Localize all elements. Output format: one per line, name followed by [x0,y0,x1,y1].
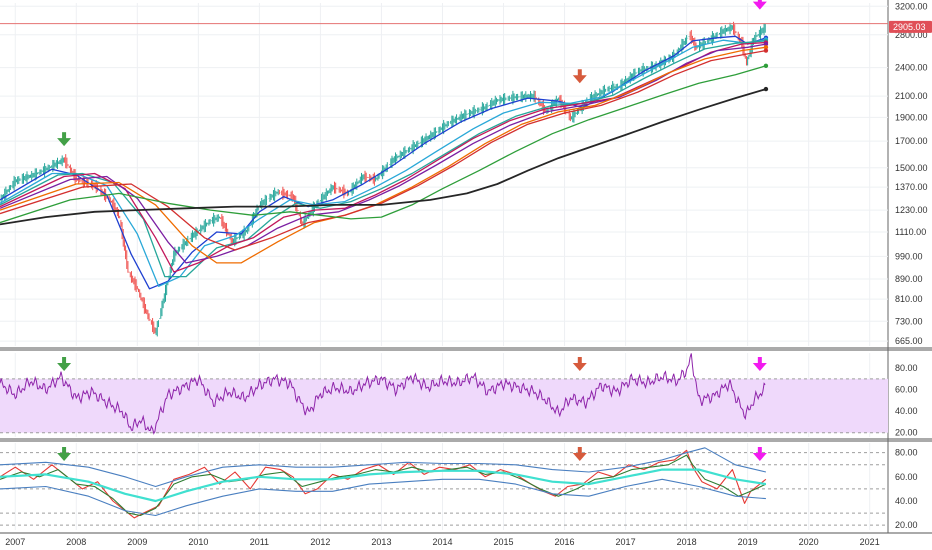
rsi-arrow-3 [752,357,767,371]
rsi-arrow-2 [572,357,587,371]
x-tick-2019: 2019 [738,537,758,547]
price-tick-1900.00: 1900.00 [895,112,928,122]
stoch-upper-band [0,447,767,488]
x-tick-2010: 2010 [188,537,208,547]
moving-average-line-1 [0,35,767,290]
price-tick-890.00: 890.00 [895,274,923,284]
price-tick-1110.00: 1110.00 [895,227,926,237]
moving-average-line-5 [0,43,767,264]
price-tick-3200.00: 3200.00 [895,1,928,11]
price-arrow-3 [752,0,767,10]
moving-average-line-6 [0,46,766,264]
stoch-arrow-1 [57,447,72,461]
price-arrow-2-shaft [577,69,582,77]
stoch-signal-line [0,468,767,503]
rsi-arrow-1-shaft [62,357,67,364]
rsi-arrow-3-shaft [757,357,762,364]
x-tick-2016: 2016 [555,537,575,547]
moving-average-line-8 [0,65,767,224]
rsi-arrow-1-head [57,363,72,371]
stoch-k-line [0,449,767,519]
moving-average-line-4 [0,41,766,273]
axis-layer: 2007 2008 2009 2010 2011 2012 2013 2014 2015 2016… [5,1,932,547]
moving-average-line-7 [0,49,767,251]
moving-average-end-5 [763,41,769,47]
rsi-tick-60.00: 60.00 [895,385,918,395]
x-tick-2020: 2020 [799,537,819,547]
rsi-line [0,353,766,435]
stoch-tick-80.00: 80.00 [895,448,918,458]
rsi-arrow-2-head [572,363,587,371]
price-arrow-2 [572,69,587,84]
price-arrow-3-head [752,1,767,10]
rsi-tick-80.00: 80.00 [895,363,918,373]
x-tick-2018: 2018 [677,537,697,547]
moving-average-end-8 [763,63,769,69]
price-tick-1700.00: 1700.00 [895,136,928,146]
price-tick-2400.00: 2400.00 [895,63,928,73]
stoch-arrow-1-shaft [62,447,67,454]
marker-layer [0,0,888,461]
rsi-arrow-3-head [752,363,767,371]
stoch-tick-20.00: 20.00 [895,520,918,530]
x-tick-2017: 2017 [616,537,636,547]
stoch-arrow-2-head [572,453,587,461]
price-arrow-2-head [572,75,587,84]
x-tick-2014: 2014 [432,537,452,547]
x-tick-2008: 2008 [66,537,86,547]
moving-average-end-7 [763,48,769,53]
stoch-lower-band [0,478,766,517]
stoch-arrow-3 [752,447,767,461]
rsi-tick-20.00: 20.00 [895,428,918,438]
x-tick-2021: 2021 [860,537,880,547]
price-arrow-1-shaft [62,132,67,140]
rsi-arrow-1 [57,357,72,371]
x-tick-2007: 2007 [5,537,25,547]
price-tick-730.00: 730.00 [895,316,923,326]
rsi-arrow-2-shaft [577,357,582,364]
moving-average-line-3 [0,40,766,278]
price-tick-2800.00: 2800.00 [895,30,928,40]
x-tick-2015: 2015 [493,537,513,547]
x-tick-2012: 2012 [310,537,330,547]
price-tick-1370.00: 1370.00 [895,182,928,192]
stoch-arrow-3-shaft [757,447,762,454]
price-tick-665.00: 665.00 [895,336,923,346]
stoch-arrow-2 [572,447,587,461]
price-tick-990.00: 990.00 [895,251,923,261]
rsi-tick-40.00: 40.00 [895,406,918,416]
x-tick-2009: 2009 [127,537,147,547]
x-tick-2011: 2011 [250,537,269,547]
price-arrow-1 [57,132,72,147]
price-arrow-1-head [57,138,72,147]
x-tick-2013: 2013 [371,537,391,547]
moving-average-end-6 [763,45,769,50]
moving-average-end-9 [763,86,769,92]
price-tick-810.00: 810.00 [895,294,923,304]
price-arrow-3-shaft [757,0,762,3]
stoch-arrow-2-shaft [577,447,582,454]
stoch-arrow-1-head [57,453,72,461]
moving-average-line-2 [0,38,767,287]
stoch-arrow-3-head [752,453,767,461]
price-tick-1230.00: 1230.00 [895,205,928,215]
stoch-tick-40.00: 40.00 [895,496,918,506]
series-layer [0,21,767,519]
price-tick-2100.00: 2100.00 [895,91,928,101]
stoch-tick-60.00: 60.00 [895,472,918,482]
price-tick-1500.00: 1500.00 [895,163,928,173]
moving-average-line-9 [0,88,767,226]
last-price-label: 2905.03 [893,22,926,32]
last-price-tag [889,20,932,33]
